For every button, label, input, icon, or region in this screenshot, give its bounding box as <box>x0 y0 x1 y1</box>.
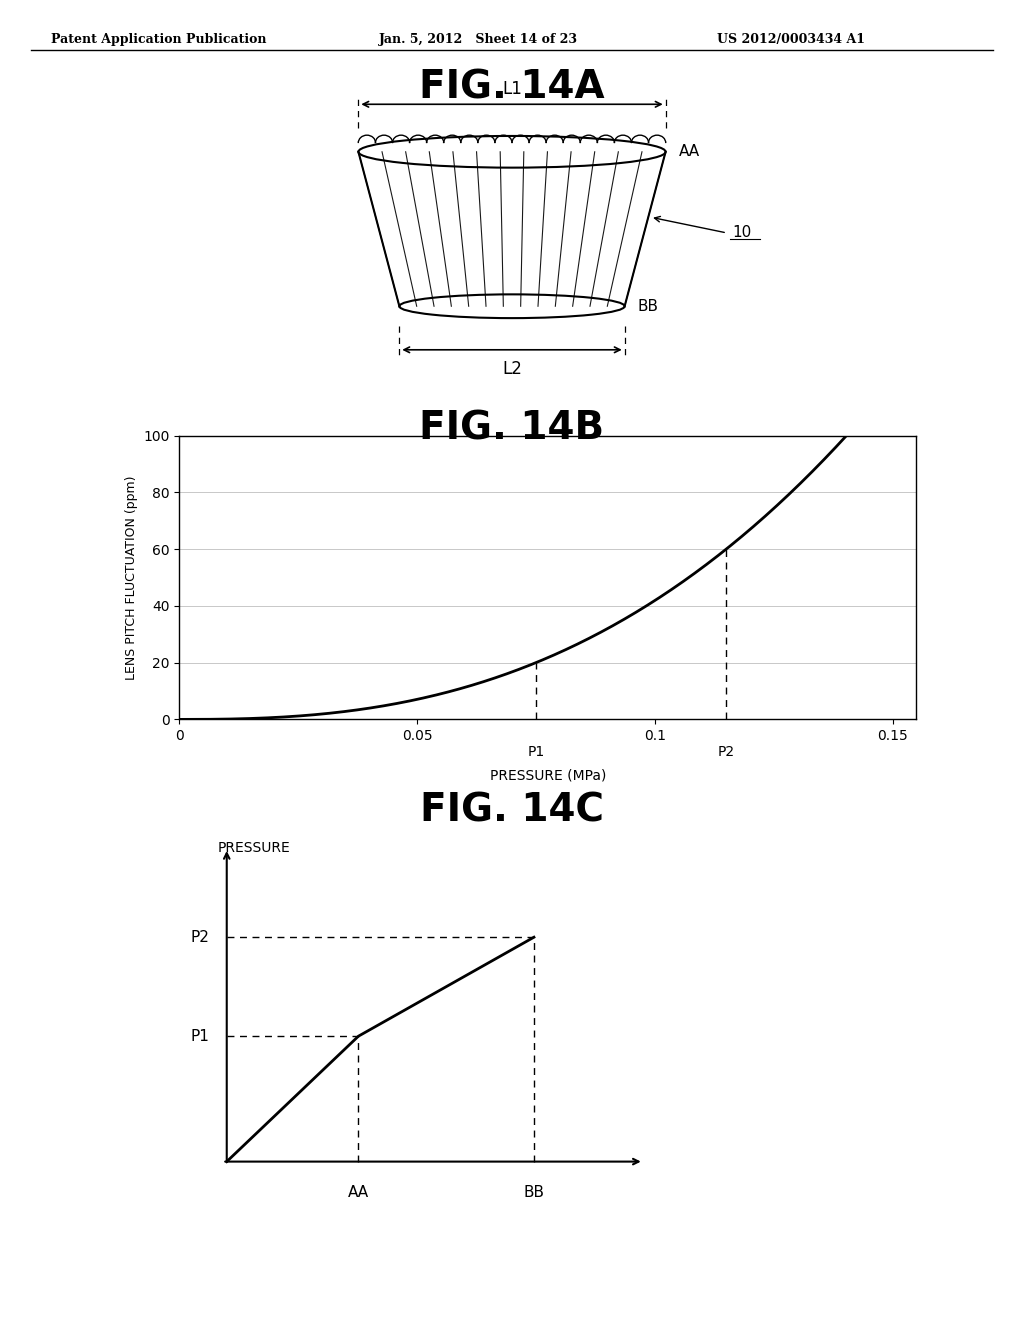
Text: PRESSURE: PRESSURE <box>218 842 291 855</box>
Text: P2: P2 <box>718 744 735 759</box>
Text: P1: P1 <box>527 744 545 759</box>
Text: P2: P2 <box>190 929 209 945</box>
Text: AA: AA <box>679 144 699 160</box>
X-axis label: PRESSURE (MPa): PRESSURE (MPa) <box>489 768 606 783</box>
Text: Patent Application Publication: Patent Application Publication <box>51 33 266 46</box>
Text: Jan. 5, 2012   Sheet 14 of 23: Jan. 5, 2012 Sheet 14 of 23 <box>379 33 578 46</box>
Text: L2: L2 <box>502 360 522 378</box>
Text: 10: 10 <box>732 226 752 240</box>
Text: FIG. 14C: FIG. 14C <box>420 792 604 830</box>
Text: FIG. 14B: FIG. 14B <box>420 409 604 447</box>
Text: BB: BB <box>637 298 658 314</box>
Text: BB: BB <box>523 1185 545 1200</box>
Text: L1: L1 <box>502 81 522 99</box>
Text: AA: AA <box>348 1185 369 1200</box>
Text: US 2012/0003434 A1: US 2012/0003434 A1 <box>717 33 865 46</box>
Text: FIG. 14A: FIG. 14A <box>419 69 605 107</box>
Y-axis label: LENS PITCH FLUCTUATION (ppm): LENS PITCH FLUCTUATION (ppm) <box>125 475 137 680</box>
Text: P1: P1 <box>190 1028 209 1044</box>
